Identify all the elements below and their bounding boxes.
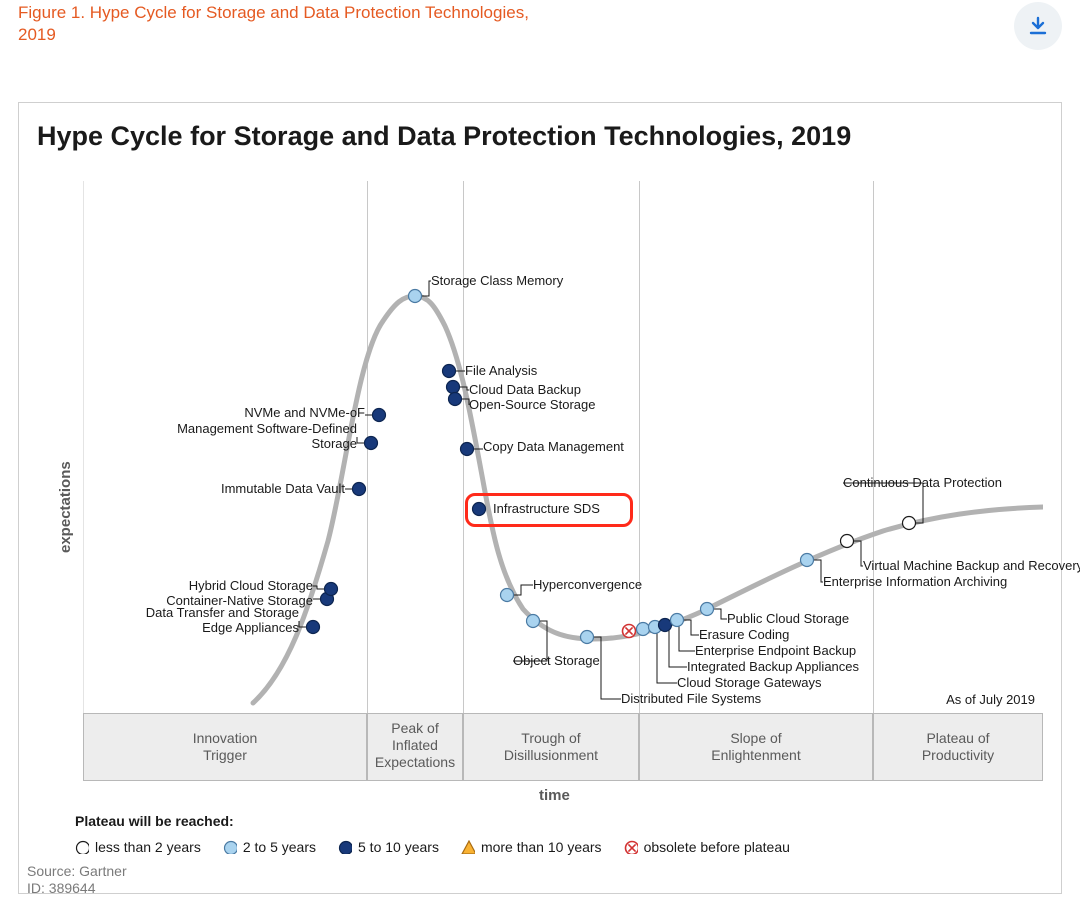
download-button[interactable] <box>1014 2 1062 50</box>
data-point <box>365 437 378 450</box>
point-label: Hybrid Cloud Storage <box>189 579 313 594</box>
legend-row: less than 2 years 2 to 5 years 5 to 10 yea… <box>75 839 790 855</box>
legend-marker-icon <box>624 840 638 854</box>
data-point <box>409 290 422 303</box>
point-label: Hyperconvergence <box>533 578 642 593</box>
point-label: Open-Source Storage <box>469 398 595 413</box>
point-label: Data Transfer and StorageEdge Appliances <box>146 606 299 636</box>
legend-marker-icon <box>223 840 237 854</box>
figure-caption: Figure 1. Hype Cycle for Storage and Dat… <box>18 0 538 46</box>
legend-label: 2 to 5 years <box>243 839 316 855</box>
point-label: Virtual Machine Backup and Recovery <box>863 559 1080 574</box>
source-line1: Source: Gartner <box>27 863 127 880</box>
source-line2: ID: 389644 <box>27 880 127 897</box>
data-point <box>637 623 650 636</box>
point-label: Object Storage <box>513 654 600 669</box>
data-point <box>501 589 514 602</box>
point-label: Public Cloud Storage <box>727 612 849 627</box>
data-point <box>659 619 672 632</box>
legend-label: 5 to 10 years <box>358 839 439 855</box>
point-label: Distributed File Systems <box>621 692 761 707</box>
point-label: Erasure Coding <box>699 628 789 643</box>
point-label: Cloud Data Backup <box>469 383 581 398</box>
legend-title: Plateau will be reached: <box>75 813 234 829</box>
point-label: Integrated Backup Appliances <box>687 660 859 675</box>
data-point <box>903 517 916 530</box>
data-point <box>701 603 714 616</box>
legend-marker-icon <box>338 840 352 854</box>
point-label: Copy Data Management <box>483 440 624 455</box>
x-axis-label: time <box>539 787 570 804</box>
data-point <box>447 381 460 394</box>
data-point <box>325 583 338 596</box>
legend-label: obsolete before plateau <box>644 839 790 855</box>
data-point <box>461 443 474 456</box>
point-label: File Analysis <box>465 364 537 379</box>
hype-curve <box>253 296 1043 703</box>
source-text: Source: Gartner ID: 389644 <box>27 863 127 897</box>
point-label: Immutable Data Vault <box>221 482 345 497</box>
point-label: Enterprise Endpoint Backup <box>695 644 856 659</box>
chart-title: Hype Cycle for Storage and Data Protecti… <box>37 121 851 152</box>
data-point <box>841 535 854 548</box>
plot-area: InnovationTriggerPeak ofInflatedExpectat… <box>83 181 1043 781</box>
legend-item: less than 2 years <box>75 839 201 855</box>
legend-label: more than 10 years <box>481 839 602 855</box>
data-point <box>671 614 684 627</box>
legend-item: more than 10 years <box>461 839 602 855</box>
highlight-box <box>465 493 633 527</box>
data-point <box>307 621 320 634</box>
data-point <box>449 393 462 406</box>
y-axis-label: expectations <box>57 461 74 553</box>
point-label: Container-Native Storage <box>166 594 313 609</box>
data-point <box>373 409 386 422</box>
point-label: Cloud Storage Gateways <box>677 676 822 691</box>
data-point <box>527 615 540 628</box>
header: Figure 1. Hype Cycle for Storage and Dat… <box>18 0 1062 60</box>
legend-marker-icon <box>461 840 475 854</box>
point-label: Continuous Data Protection <box>843 476 1002 491</box>
download-icon <box>1027 15 1049 37</box>
point-label: Storage Class Memory <box>431 274 563 289</box>
data-point <box>801 554 814 567</box>
page: Figure 1. Hype Cycle for Storage and Dat… <box>0 0 1080 909</box>
legend-item: obsolete before plateau <box>624 839 790 855</box>
legend-item: 2 to 5 years <box>223 839 316 855</box>
point-label: Management Software-DefinedStorage <box>177 422 357 452</box>
as-of-label: As of July 2019 <box>946 692 1035 707</box>
legend-marker-icon <box>75 840 89 854</box>
legend-item: 5 to 10 years <box>338 839 439 855</box>
data-point <box>443 365 456 378</box>
chart-container: Hype Cycle for Storage and Data Protecti… <box>18 102 1062 894</box>
data-point <box>353 483 366 496</box>
legend-label: less than 2 years <box>95 839 201 855</box>
data-point <box>581 631 594 644</box>
point-label: Enterprise Information Archiving <box>823 575 1007 590</box>
point-label: NVMe and NVMe-oF <box>244 406 365 421</box>
